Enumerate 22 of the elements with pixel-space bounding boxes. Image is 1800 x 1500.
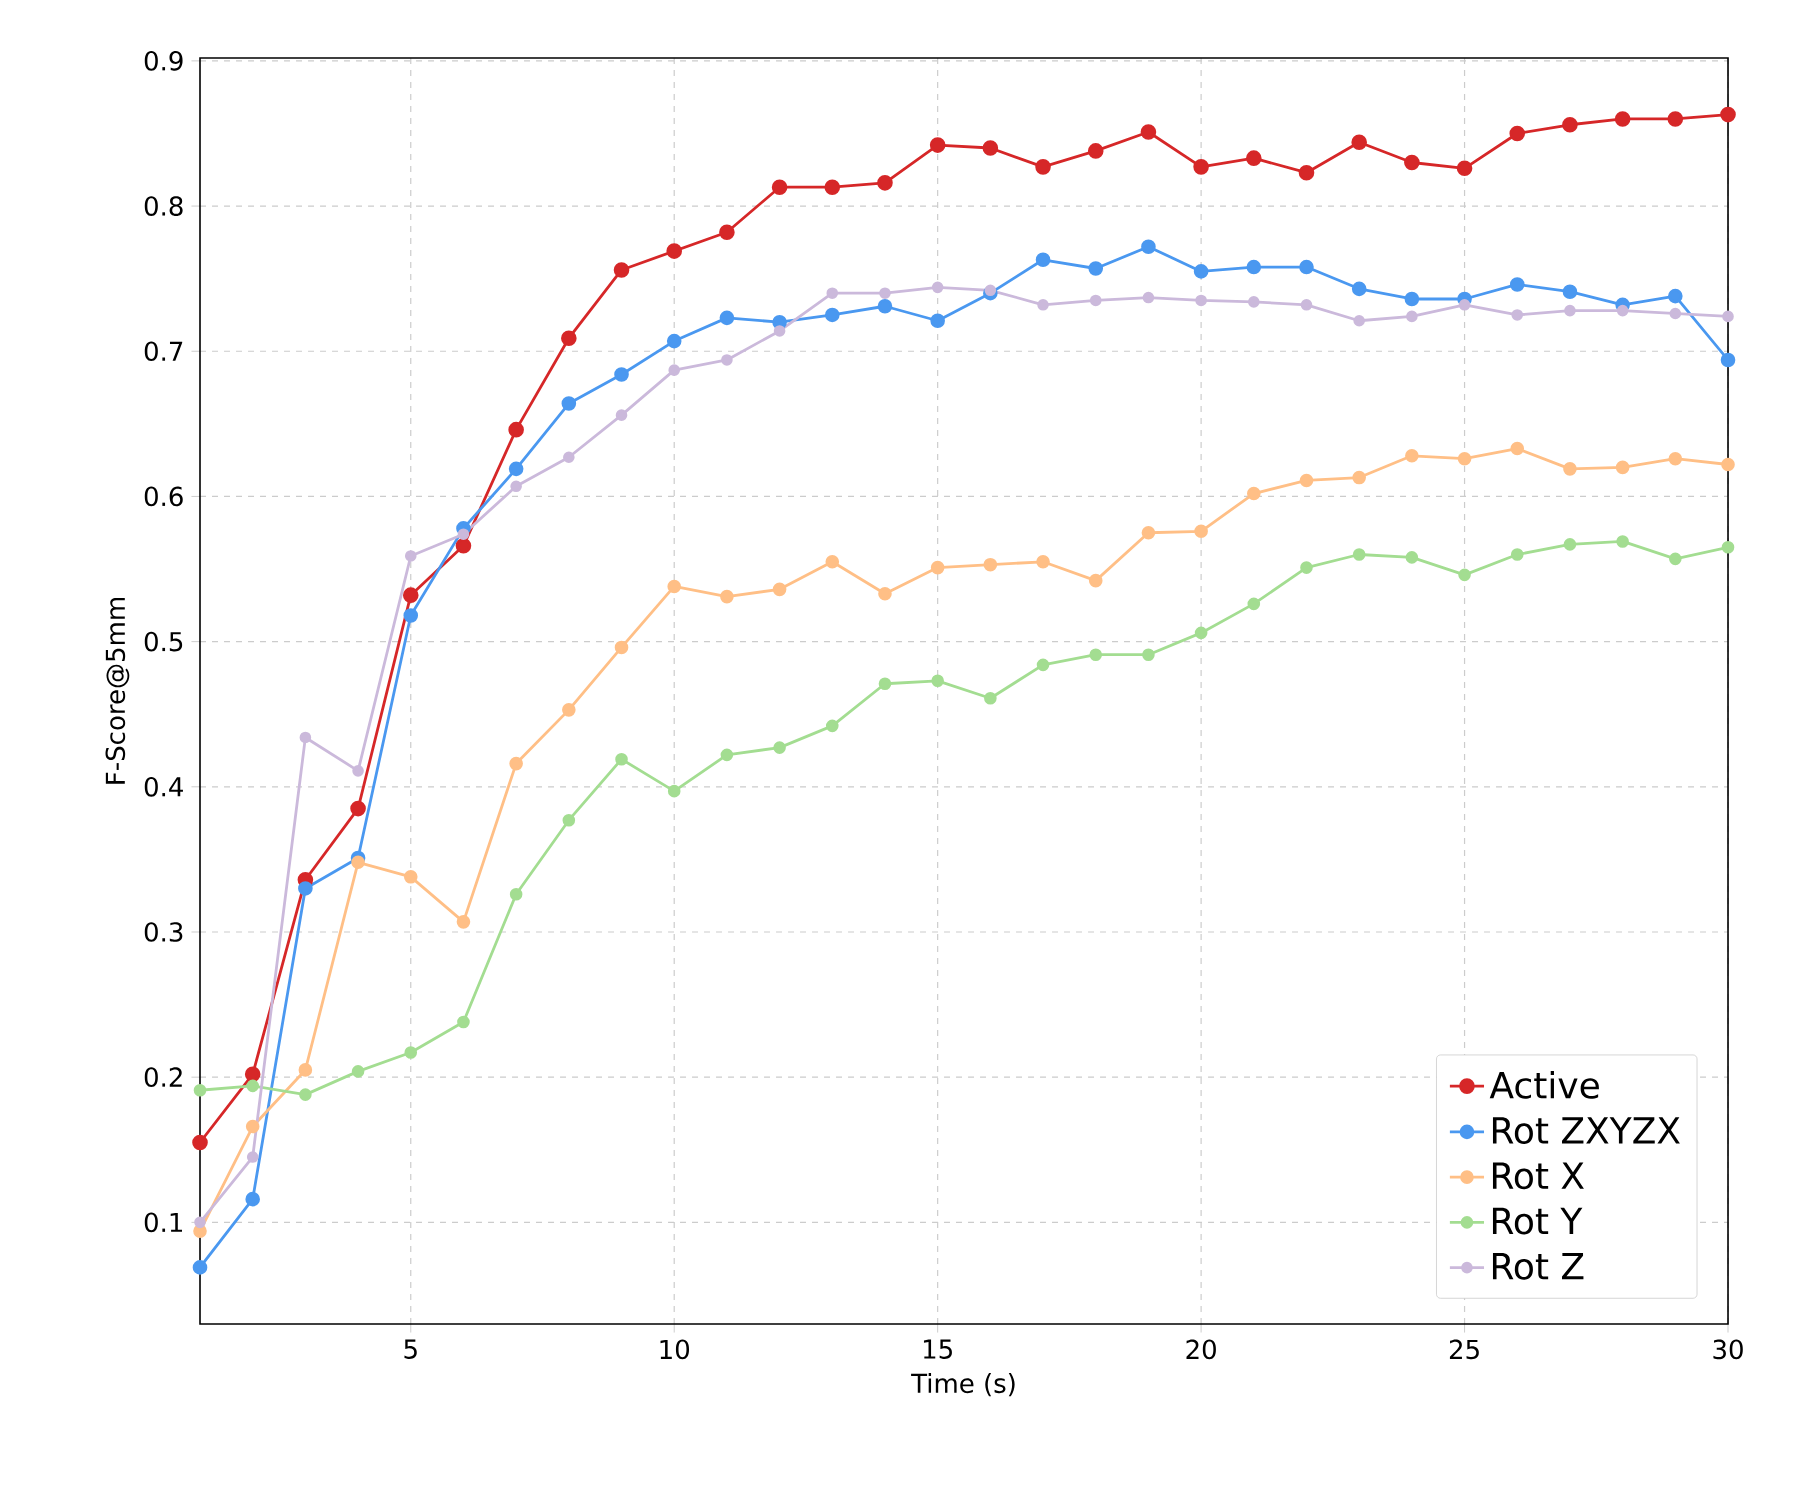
x-tick-label: 30: [1713, 1339, 1743, 1360]
x-tick-label: 15: [923, 1339, 952, 1359]
y-tick-label: 0.3: [144, 922, 183, 942]
x-axis-title: Time (s): [911, 1372, 1015, 1397]
y-tick-label: 0.7: [144, 341, 183, 362]
y-tick-label: 0.9: [144, 51, 183, 71]
y-tick-label: 0.1: [144, 1212, 182, 1233]
x-tick-label: 20: [1186, 1339, 1216, 1360]
y-tick-label: 0.8: [144, 196, 183, 216]
legend-label: Active: [1489, 1070, 1599, 1099]
x-tick-label: 10: [660, 1339, 690, 1360]
y-axis-title: F-Score@5mm: [105, 598, 130, 784]
legend-label: Rot Z: [1492, 1253, 1584, 1280]
legend-label: Rot Y: [1492, 1207, 1583, 1235]
legend-label: Rot ZXYZX: [1492, 1117, 1680, 1145]
legend-label: Rot X: [1492, 1162, 1584, 1190]
y-tick-label: 0.5: [144, 631, 183, 652]
y-tick-label: 0.6: [144, 486, 183, 507]
x-tick-label: 5: [404, 1339, 417, 1359]
y-tick-label: 0.2: [144, 1067, 182, 1088]
y-tick-label: 0.4: [144, 776, 183, 797]
x-tick-label: 25: [1449, 1339, 1479, 1360]
